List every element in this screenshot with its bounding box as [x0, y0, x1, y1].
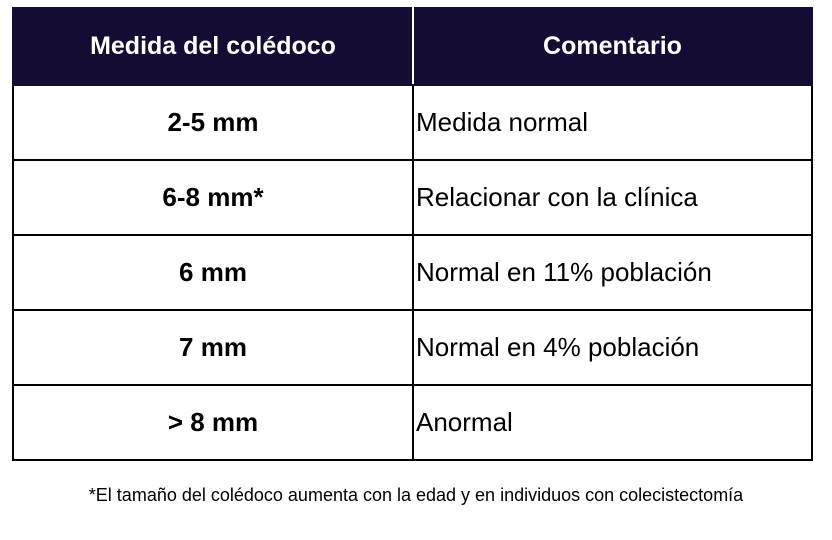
cell-medida: 7 mm	[12, 309, 414, 386]
cell-medida: 6 mm	[12, 234, 414, 311]
table-row: 6-8 mm* Relacionar con la clínica	[12, 159, 813, 236]
cell-comentario: Normal en 11% población	[412, 234, 813, 311]
header-comentario: Comentario	[412, 7, 813, 86]
cell-medida: 2-5 mm	[12, 84, 414, 161]
cell-comentario: Relacionar con la clínica	[412, 159, 813, 236]
table-row: > 8 mm Anormal	[12, 384, 813, 461]
table-row: 6 mm Normal en 11% población	[12, 234, 813, 311]
header-medida: Medida del colédoco	[12, 7, 414, 86]
cell-medida: 6-8 mm*	[12, 159, 414, 236]
coledoco-table: Medida del colédoco Comentario 2-5 mm Me…	[12, 7, 813, 461]
header-row: Medida del colédoco Comentario	[12, 7, 813, 86]
cell-comentario: Medida normal	[412, 84, 813, 161]
cell-comentario: Normal en 4% población	[412, 309, 813, 386]
cell-medida: > 8 mm	[12, 384, 414, 461]
table-row: 7 mm Normal en 4% población	[12, 309, 813, 386]
cell-comentario: Anormal	[412, 384, 813, 461]
table-row: 2-5 mm Medida normal	[12, 84, 813, 161]
footnote: *El tamaño del colédoco aumenta con la e…	[88, 485, 744, 505]
